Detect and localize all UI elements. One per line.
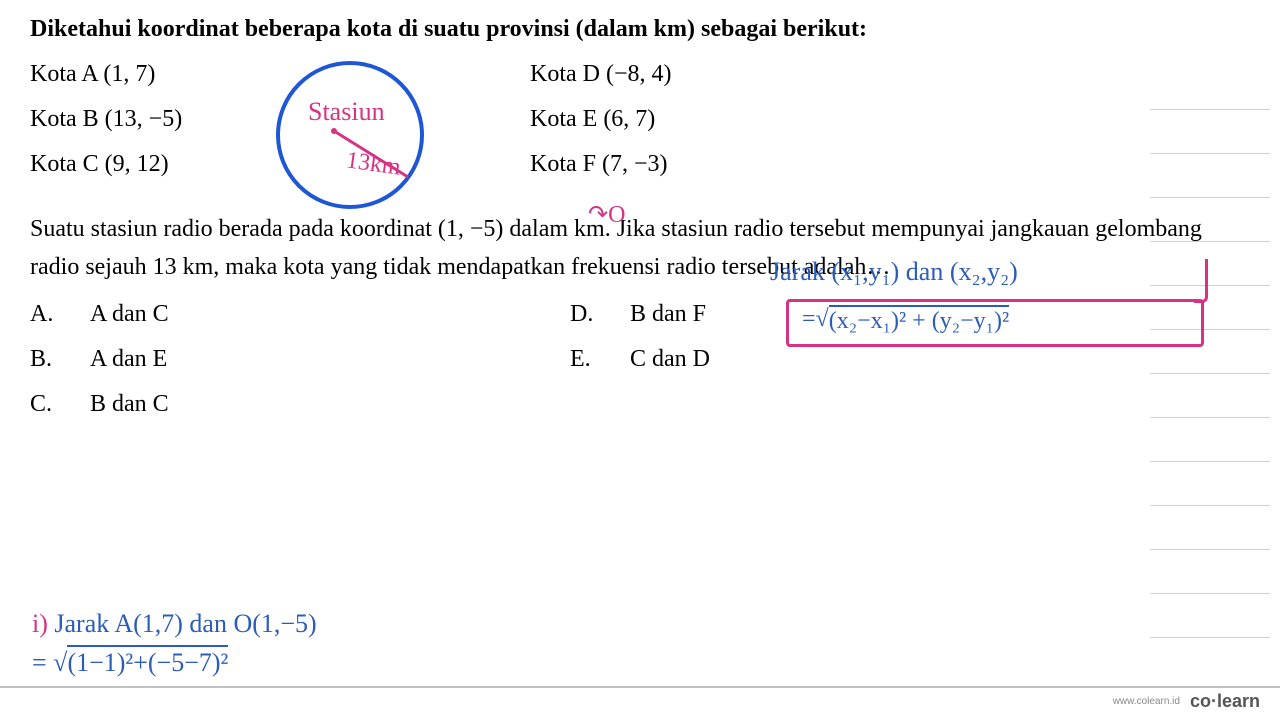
work-line-1-text: Jarak A(1,7) dan O(1,−5) — [54, 609, 316, 638]
handwritten-work: i) Jarak A(1,7) dan O(1,−5) = √(1−1)²+(−… — [32, 609, 317, 678]
option-b-letter: B. — [30, 346, 90, 373]
kota-a: Kota A (1, 7) — [30, 61, 230, 88]
option-b-text: A dan E — [90, 346, 570, 373]
kota-d: Kota D (−8, 4) — [530, 61, 672, 88]
distance-formula: =√ (x₂−x₁)² + (y₂−y₁)² — [802, 305, 1009, 335]
jarak-annotation: Jarak (x₁,y₁) dan (x₂,y₂) — [770, 257, 1018, 287]
work-line-2: = √(1−1)²+(−5−7)² — [32, 645, 317, 678]
footer-url: www.colearn.id — [1113, 696, 1180, 707]
work-line-2-radicand: (1−1)²+(−5−7)² — [67, 645, 228, 678]
option-d-letter: D. — [570, 301, 630, 328]
options-area: Jarak (x₁,y₁) dan (x₂,y₂) =√ (x₂−x₁)² + … — [30, 301, 1250, 418]
kota-b: Kota B (13, −5) — [30, 106, 230, 133]
kota-f: Kota F (7, −3) — [530, 151, 672, 178]
option-c-text: B dan C — [90, 391, 570, 418]
work-bullet: i) — [32, 609, 54, 638]
station-circle-diagram: Stasiun 13km — [260, 55, 440, 215]
question-paragraph: Suatu stasiun radio berada pada koordina… — [30, 210, 1250, 287]
work-line-2-prefix: = √ — [32, 648, 67, 677]
footer: www.colearn.id co·learn — [0, 686, 1280, 714]
option-c-letter: C. — [30, 391, 90, 418]
option-e-text: C dan D — [630, 346, 710, 373]
stasiun-label: Stasiun — [308, 97, 385, 127]
question-title: Diketahui koordinat beberapa kota di sua… — [30, 16, 1250, 43]
circle-svg — [260, 55, 440, 215]
option-e-letter: E. — [570, 346, 630, 373]
hook-line — [1194, 259, 1208, 303]
origin-annotation: ↷O — [588, 200, 625, 229]
kota-c: Kota C (9, 12) — [30, 151, 230, 178]
work-line-1: i) Jarak A(1,7) dan O(1,−5) — [32, 609, 317, 639]
option-d-text: B dan F — [630, 301, 706, 328]
question-content: Diketahui koordinat beberapa kota di sua… — [0, 0, 1280, 452]
kota-e: Kota E (6, 7) — [530, 106, 672, 133]
brand-co: co — [1190, 691, 1211, 711]
footer-brand: co·learn — [1190, 691, 1260, 712]
kota-list: Kota A (1, 7) Kota B (13, −5) Kota C (9,… — [30, 61, 1250, 196]
option-a-letter: A. — [30, 301, 90, 328]
option-a-text: A dan C — [90, 301, 570, 328]
formula-radicand: (x₂−x₁)² + (y₂−y₁)² — [829, 305, 1009, 335]
formula-prefix: =√ — [802, 306, 829, 333]
brand-learn: learn — [1217, 691, 1260, 711]
